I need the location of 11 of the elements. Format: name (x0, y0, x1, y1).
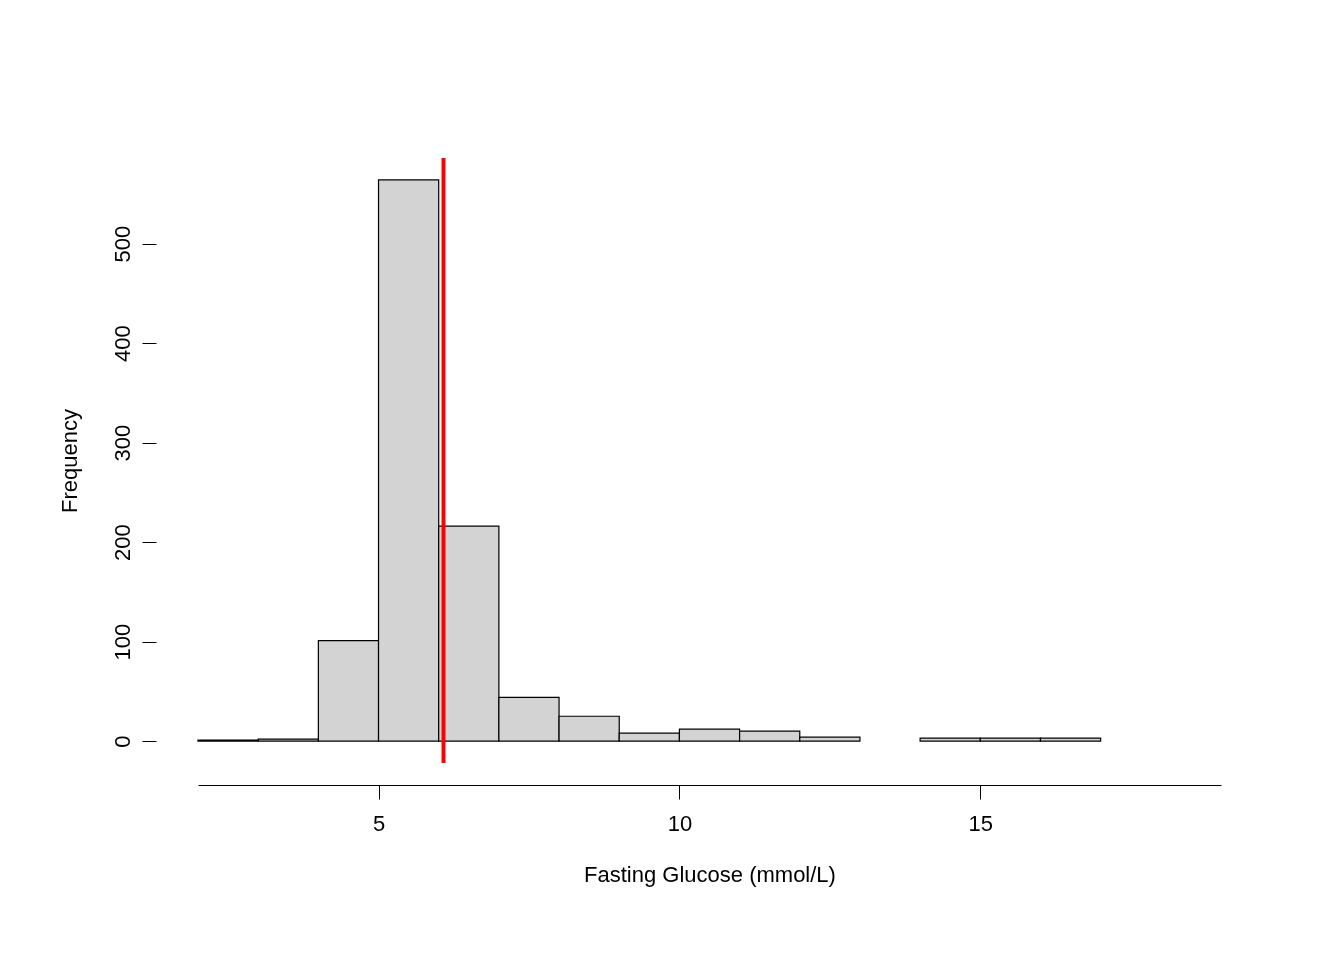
x-tick-label: 5 (372, 810, 386, 836)
y-tick-label: 300 (109, 424, 135, 462)
y-tick-label: 200 (109, 524, 135, 561)
y-axis-title: Frequency (56, 409, 82, 513)
y-tick-label: 500 (109, 225, 135, 263)
y-tick-label: 0 (109, 735, 135, 748)
y-tick-label: 400 (109, 325, 135, 362)
x-axis-title: Fasting Glucose (mmol/L) (584, 861, 836, 887)
x-tick-label: 10 (667, 810, 693, 836)
x-tick-label: 15 (968, 810, 994, 836)
y-tick-label: 100 (109, 623, 135, 661)
